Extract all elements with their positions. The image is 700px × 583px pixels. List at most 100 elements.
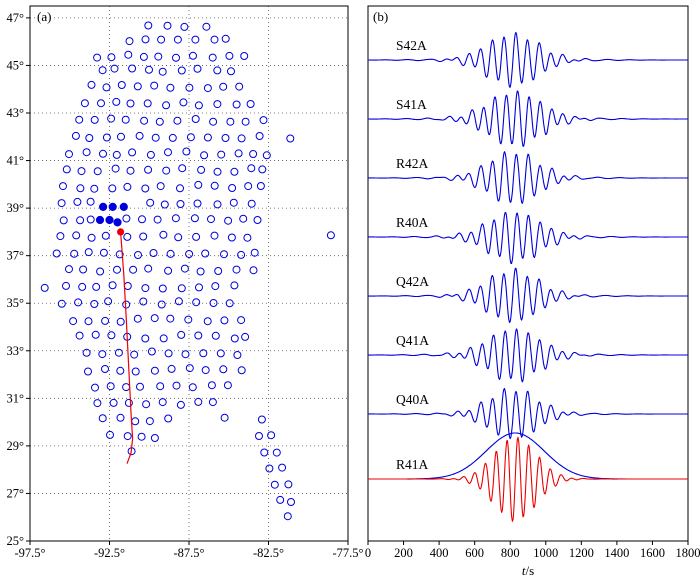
trace-label-R41A: R41A bbox=[396, 457, 429, 472]
station-circle bbox=[78, 282, 87, 291]
station-circle bbox=[230, 167, 239, 176]
map-y-tick-label: 41° bbox=[7, 154, 25, 168]
station-circle bbox=[196, 267, 205, 276]
station-circle bbox=[144, 21, 153, 30]
trace-label-Q42A: Q42A bbox=[396, 274, 429, 289]
station-circle bbox=[65, 150, 73, 159]
station-circle bbox=[203, 84, 212, 93]
station-circle bbox=[267, 431, 276, 440]
station-circle bbox=[133, 82, 142, 91]
station-circle bbox=[191, 35, 200, 44]
filled-station-circle bbox=[95, 215, 105, 225]
station-circle bbox=[272, 448, 281, 457]
station-circle bbox=[237, 366, 246, 375]
map-x-tick-label: -77.5° bbox=[332, 546, 363, 560]
station-circle bbox=[74, 298, 83, 307]
station-circle bbox=[139, 297, 148, 306]
station-circle bbox=[104, 297, 113, 306]
station-circle bbox=[99, 248, 108, 257]
station-circle bbox=[195, 283, 203, 292]
station-circle bbox=[143, 99, 152, 108]
station-circle bbox=[209, 117, 218, 126]
station-circle bbox=[107, 53, 116, 62]
time-tick-label: 0 bbox=[365, 546, 371, 560]
station-circle bbox=[227, 67, 235, 76]
station-circle bbox=[217, 150, 226, 159]
station-circle bbox=[124, 398, 133, 407]
station-circle bbox=[174, 233, 183, 242]
station-circle bbox=[106, 382, 115, 391]
station-circle bbox=[208, 53, 217, 62]
time-tick-label: 200 bbox=[394, 546, 413, 560]
station-circle bbox=[278, 463, 287, 472]
station-circle bbox=[201, 366, 210, 375]
station-circle bbox=[151, 133, 160, 142]
station-circle bbox=[172, 53, 180, 62]
station-circle bbox=[117, 81, 126, 89]
station-circle bbox=[117, 132, 125, 141]
station-circle bbox=[202, 22, 211, 31]
station-circle bbox=[87, 233, 96, 242]
station-circle bbox=[220, 316, 229, 325]
station-circle bbox=[145, 417, 154, 426]
time-tick-label: 1600 bbox=[640, 546, 665, 560]
filled-station-circle bbox=[119, 202, 128, 211]
station-circle bbox=[93, 399, 102, 408]
station-circle bbox=[284, 480, 293, 489]
station-circle bbox=[158, 284, 167, 293]
station-circle bbox=[116, 413, 125, 422]
trace-label-R40A: R40A bbox=[396, 215, 429, 230]
station-circle bbox=[159, 230, 168, 239]
station-circle bbox=[270, 480, 279, 489]
time-tick-label: 1800 bbox=[676, 546, 700, 560]
station-circle bbox=[259, 116, 268, 125]
map-y-tick-label: 47° bbox=[7, 11, 25, 25]
station-circle bbox=[255, 432, 263, 440]
station-circle bbox=[243, 233, 252, 242]
map-y-tick-label: 33° bbox=[7, 344, 25, 358]
station-circle bbox=[122, 214, 131, 223]
station-circle bbox=[247, 199, 256, 208]
station-circle bbox=[139, 52, 148, 61]
station-circle bbox=[220, 250, 228, 259]
station-circle bbox=[210, 35, 219, 44]
station-circle bbox=[90, 300, 99, 308]
filled-station-circle bbox=[99, 202, 108, 211]
station-circle bbox=[173, 116, 182, 125]
station-circle bbox=[188, 383, 197, 392]
station-circle bbox=[207, 381, 216, 390]
station-circle bbox=[73, 197, 82, 206]
station-circle bbox=[121, 115, 130, 124]
station-circle bbox=[79, 265, 88, 274]
station-circle bbox=[141, 184, 150, 193]
station-circle bbox=[234, 149, 243, 158]
station-circle bbox=[93, 53, 102, 62]
station-circle bbox=[176, 200, 185, 208]
station-circle bbox=[82, 148, 91, 157]
station-circle bbox=[203, 133, 212, 142]
trace-label-Q41A: Q41A bbox=[396, 333, 429, 348]
trace-R40A bbox=[368, 211, 688, 264]
station-circle bbox=[167, 364, 176, 373]
station-circle bbox=[224, 216, 233, 225]
station-circle bbox=[262, 151, 271, 160]
station-circle bbox=[228, 184, 237, 192]
station-circle bbox=[287, 498, 295, 506]
station-circle bbox=[255, 132, 264, 140]
station-circle bbox=[276, 495, 285, 504]
station-circle bbox=[133, 314, 142, 323]
station-circle bbox=[232, 265, 241, 274]
station-circle bbox=[123, 282, 132, 290]
station-circle bbox=[214, 267, 223, 275]
station-circle bbox=[69, 317, 78, 326]
station-circle bbox=[90, 184, 99, 193]
station-circle bbox=[138, 215, 146, 224]
station-circle bbox=[253, 216, 262, 224]
station-circle bbox=[246, 100, 255, 108]
station-circle bbox=[116, 366, 125, 375]
station-circle bbox=[111, 164, 120, 173]
trace-label-S41A: S41A bbox=[396, 97, 427, 112]
map-x-tick-label: -82.5° bbox=[253, 546, 284, 560]
station-circle bbox=[56, 232, 65, 241]
station-circle bbox=[230, 281, 239, 290]
